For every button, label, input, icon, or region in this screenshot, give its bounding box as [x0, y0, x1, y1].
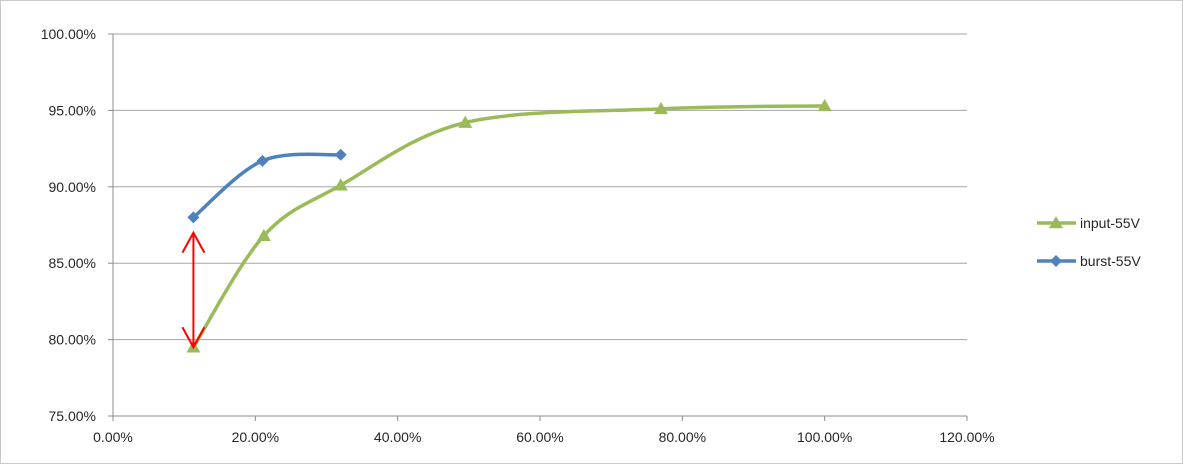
- annotation-layer: [181, 230, 206, 350]
- x-tick-label: 20.00%: [232, 429, 279, 445]
- x-tick-label: 0.00%: [93, 429, 133, 445]
- x-tick-label: 100.00%: [797, 429, 852, 445]
- y-tick-label: 80.00%: [49, 332, 96, 348]
- series-layer: [186, 98, 832, 353]
- axis-layer: 75.00% 80.00% 85.00% 90.00% 95.00% 100.00% 0.0…: [41, 26, 995, 445]
- burst-55v-point: [334, 148, 347, 161]
- input-55v-point: [256, 228, 271, 241]
- input-55v-line: [191, 104, 827, 349]
- legend-burst-55v-label: burst-55V: [1080, 253, 1141, 269]
- legend-input-55v-marker: [1049, 216, 1063, 229]
- burst-55v-line: [191, 152, 343, 220]
- y-tick-label: 75.00%: [49, 408, 96, 424]
- input-55v-point: [333, 178, 348, 191]
- x-tick-label: 80.00%: [659, 429, 706, 445]
- burst-55v-point: [187, 211, 200, 224]
- x-tick-label: 40.00%: [374, 429, 421, 445]
- legend-burst-55v-marker: [1050, 255, 1062, 267]
- x-tick-label: 120.00%: [939, 429, 994, 445]
- arrow-head-up: [181, 230, 206, 254]
- burst-55v-point: [256, 154, 269, 167]
- arrow-head-down: [181, 326, 206, 350]
- y-tick-label: 100.00%: [41, 26, 96, 42]
- y-tick-label: 90.00%: [49, 179, 96, 195]
- x-tick-label: 60.00%: [516, 429, 563, 445]
- input-55v-point: [653, 101, 668, 115]
- legend-input-55v-label: input-55V: [1080, 215, 1141, 231]
- y-tick-label: 85.00%: [49, 255, 96, 271]
- input-55v-point: [817, 98, 832, 112]
- grid-layer: [113, 33, 967, 341]
- legend: input-55V burst-55V: [1037, 215, 1141, 269]
- input-55v-point: [458, 115, 473, 128]
- y-tick-label: 95.00%: [49, 102, 96, 118]
